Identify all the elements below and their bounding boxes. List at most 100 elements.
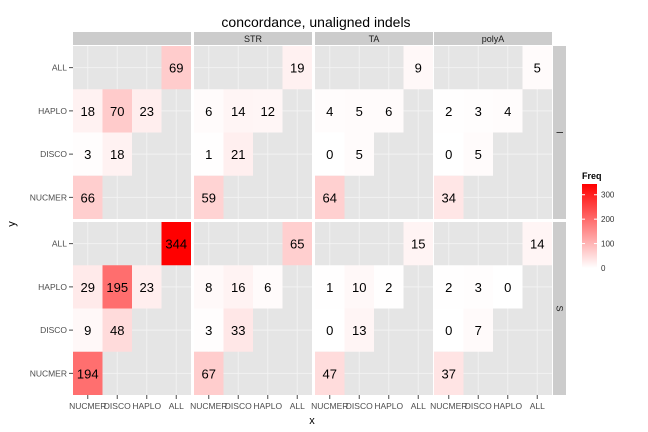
heatmap-cell: [463, 89, 493, 133]
heatmap-cell: [315, 175, 345, 219]
cell-value-label: 66: [81, 190, 95, 205]
heatmap-cell: [73, 132, 103, 176]
y-tick-label: NUCMER: [30, 368, 67, 378]
x-tick-label: DISCO: [104, 401, 131, 411]
x-tick-label: ALL: [290, 401, 305, 411]
facet-panel: 344 29 195 23 9 48 194: [73, 222, 191, 395]
x-tick-label: ALL: [411, 401, 426, 411]
heatmap-cell: [194, 351, 224, 395]
heatmap-cell: [493, 265, 523, 309]
heatmap-cell: [522, 46, 552, 90]
cell-value-label: 9: [415, 61, 422, 76]
legend-tick-label: 100: [601, 240, 615, 249]
cell-value-label: 67: [202, 366, 216, 381]
cell-value-label: 16: [231, 280, 245, 295]
column-strip-label: STR: [244, 34, 263, 44]
cell-value-label: 14: [530, 237, 544, 252]
x-tick-label: NUCMER: [190, 401, 227, 411]
y-tick-label: DISCO: [40, 325, 67, 335]
facet-panel: 14 2 3 0 0 7 37: [434, 222, 552, 395]
row-strip: [553, 46, 566, 219]
cell-value-label: 5: [475, 147, 482, 162]
cell-value-label: 4: [504, 104, 511, 119]
facet-panel: 15 1 10 2 0 13 47: [315, 222, 433, 395]
cell-value-label: 65: [290, 237, 304, 252]
heatmap-cell: [403, 46, 433, 90]
cell-value-label: 2: [445, 104, 452, 119]
row-facet-strips: IS: [553, 46, 566, 395]
cell-value-label: 0: [445, 147, 452, 162]
facet-panel: 52 3 40 534: [434, 46, 552, 219]
row-strip: [553, 222, 566, 395]
heatmap-cell: [344, 265, 374, 309]
column-strip-label: polyA: [482, 34, 505, 44]
x-tick-label: ALL: [530, 401, 545, 411]
facet-panel: 9 4 5 6 0 5 64: [315, 46, 433, 219]
cell-value-label: 29: [81, 280, 95, 295]
cell-value-label: 0: [504, 280, 511, 295]
cell-value-label: 8: [205, 280, 212, 295]
heatmap-cell: [73, 89, 103, 133]
cell-value-label: 47: [323, 366, 337, 381]
heatmap-cell: [434, 265, 464, 309]
cell-value-label: 4: [326, 104, 333, 119]
heatmap-cell: [223, 89, 253, 133]
heatmap-cell: [194, 132, 224, 176]
cell-value-label: 0: [326, 323, 333, 338]
cell-value-label: 5: [356, 147, 363, 162]
cell-value-label: 9: [84, 323, 91, 338]
x-axis-label: x: [309, 415, 315, 427]
heatmap-cell: [403, 222, 433, 266]
cell-value-label: 0: [326, 147, 333, 162]
x-tick-label: ALL: [169, 401, 184, 411]
heatmap-cell: [463, 308, 493, 352]
cell-value-label: 33: [231, 323, 245, 338]
heatmap-cell: [434, 89, 464, 133]
y-tick-label: ALL: [52, 239, 67, 249]
cell-value-label: 2: [445, 280, 452, 295]
row-strip-label: S: [555, 305, 565, 311]
cell-value-label: 18: [110, 147, 124, 162]
heatmap-cell: [194, 89, 224, 133]
heatmap-cell: [315, 89, 345, 133]
column-strip: [315, 32, 433, 45]
y-axis-label: y: [6, 221, 18, 227]
heatmap-cell: [344, 89, 374, 133]
heatmap-cell: [223, 132, 253, 176]
heatmap-cell: [253, 265, 283, 309]
y-tick-label: DISCO: [40, 149, 67, 159]
y-tick-label: HAPLO: [38, 106, 67, 116]
legend-title: Freq: [582, 171, 602, 181]
heatmap-cell: [374, 265, 404, 309]
legend-tick-label: 200: [601, 215, 615, 224]
cell-value-label: 23: [140, 104, 154, 119]
row-strip-label: I: [555, 131, 565, 134]
cell-value-label: 23: [140, 280, 154, 295]
heatmap-cell: [463, 132, 493, 176]
heatmap-cell: [315, 265, 345, 309]
chart-title: concordance, unaligned indels: [221, 14, 410, 30]
y-axis-ticks: NUCMER DISCO HAPLO ALL NUCMER DISCO HAPLO ALL: [30, 63, 73, 378]
column-strip: [434, 32, 552, 45]
cell-value-label: 69: [169, 61, 183, 76]
column-strip: [194, 32, 312, 45]
cell-value-label: 3: [475, 280, 482, 295]
heatmap-cell: [434, 308, 464, 352]
heatmap-cell: [315, 308, 345, 352]
column-strip-label: TA: [369, 34, 380, 44]
legend-tick-label: 0: [601, 264, 606, 273]
cell-value-label: 0: [445, 323, 452, 338]
cell-value-label: 18: [81, 104, 95, 119]
legend-ticks: 0 100 200 300: [582, 191, 615, 273]
y-tick-label: ALL: [52, 63, 67, 73]
cell-value-label: 37: [442, 366, 456, 381]
legend-tick-label: 300: [601, 191, 615, 200]
x-tick-label: DISCO: [225, 401, 252, 411]
facet-panel: 69 18 70 23 3 18 66: [73, 46, 191, 219]
heatmap-cell: [73, 308, 103, 352]
x-tick-label: HAPLO: [132, 401, 161, 411]
facet-panel: 19 6 14 12 1 21 59: [194, 46, 312, 219]
cell-value-label: 6: [205, 104, 212, 119]
